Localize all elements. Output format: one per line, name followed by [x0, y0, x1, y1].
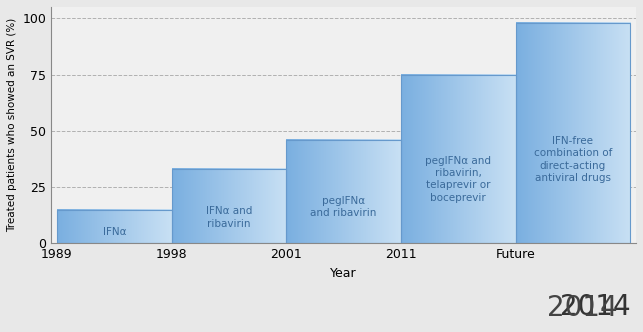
Bar	[286, 140, 401, 243]
Text: 2014: 2014	[547, 294, 617, 322]
Y-axis label: Treated patients who showed an SVR (%): Treated patients who showed an SVR (%)	[7, 18, 17, 232]
Text: IFN-free
combination of
direct-acting
antiviral drugs: IFN-free combination of direct-acting an…	[534, 136, 612, 183]
Text: IFNα: IFNα	[102, 227, 126, 237]
Bar	[401, 74, 516, 243]
Bar	[172, 169, 286, 243]
Bar	[57, 210, 172, 243]
Text: 2014: 2014	[559, 293, 630, 321]
Text: pegIFNα and
ribavirin,
telaprevir or
boceprevir: pegIFNα and ribavirin, telaprevir or boc…	[425, 156, 491, 203]
Text: pegIFNα
and ribavirin: pegIFNα and ribavirin	[311, 196, 377, 218]
Text: IFNα and
ribavirin: IFNα and ribavirin	[206, 206, 252, 229]
Bar	[516, 23, 630, 243]
X-axis label: Year: Year	[331, 267, 357, 280]
